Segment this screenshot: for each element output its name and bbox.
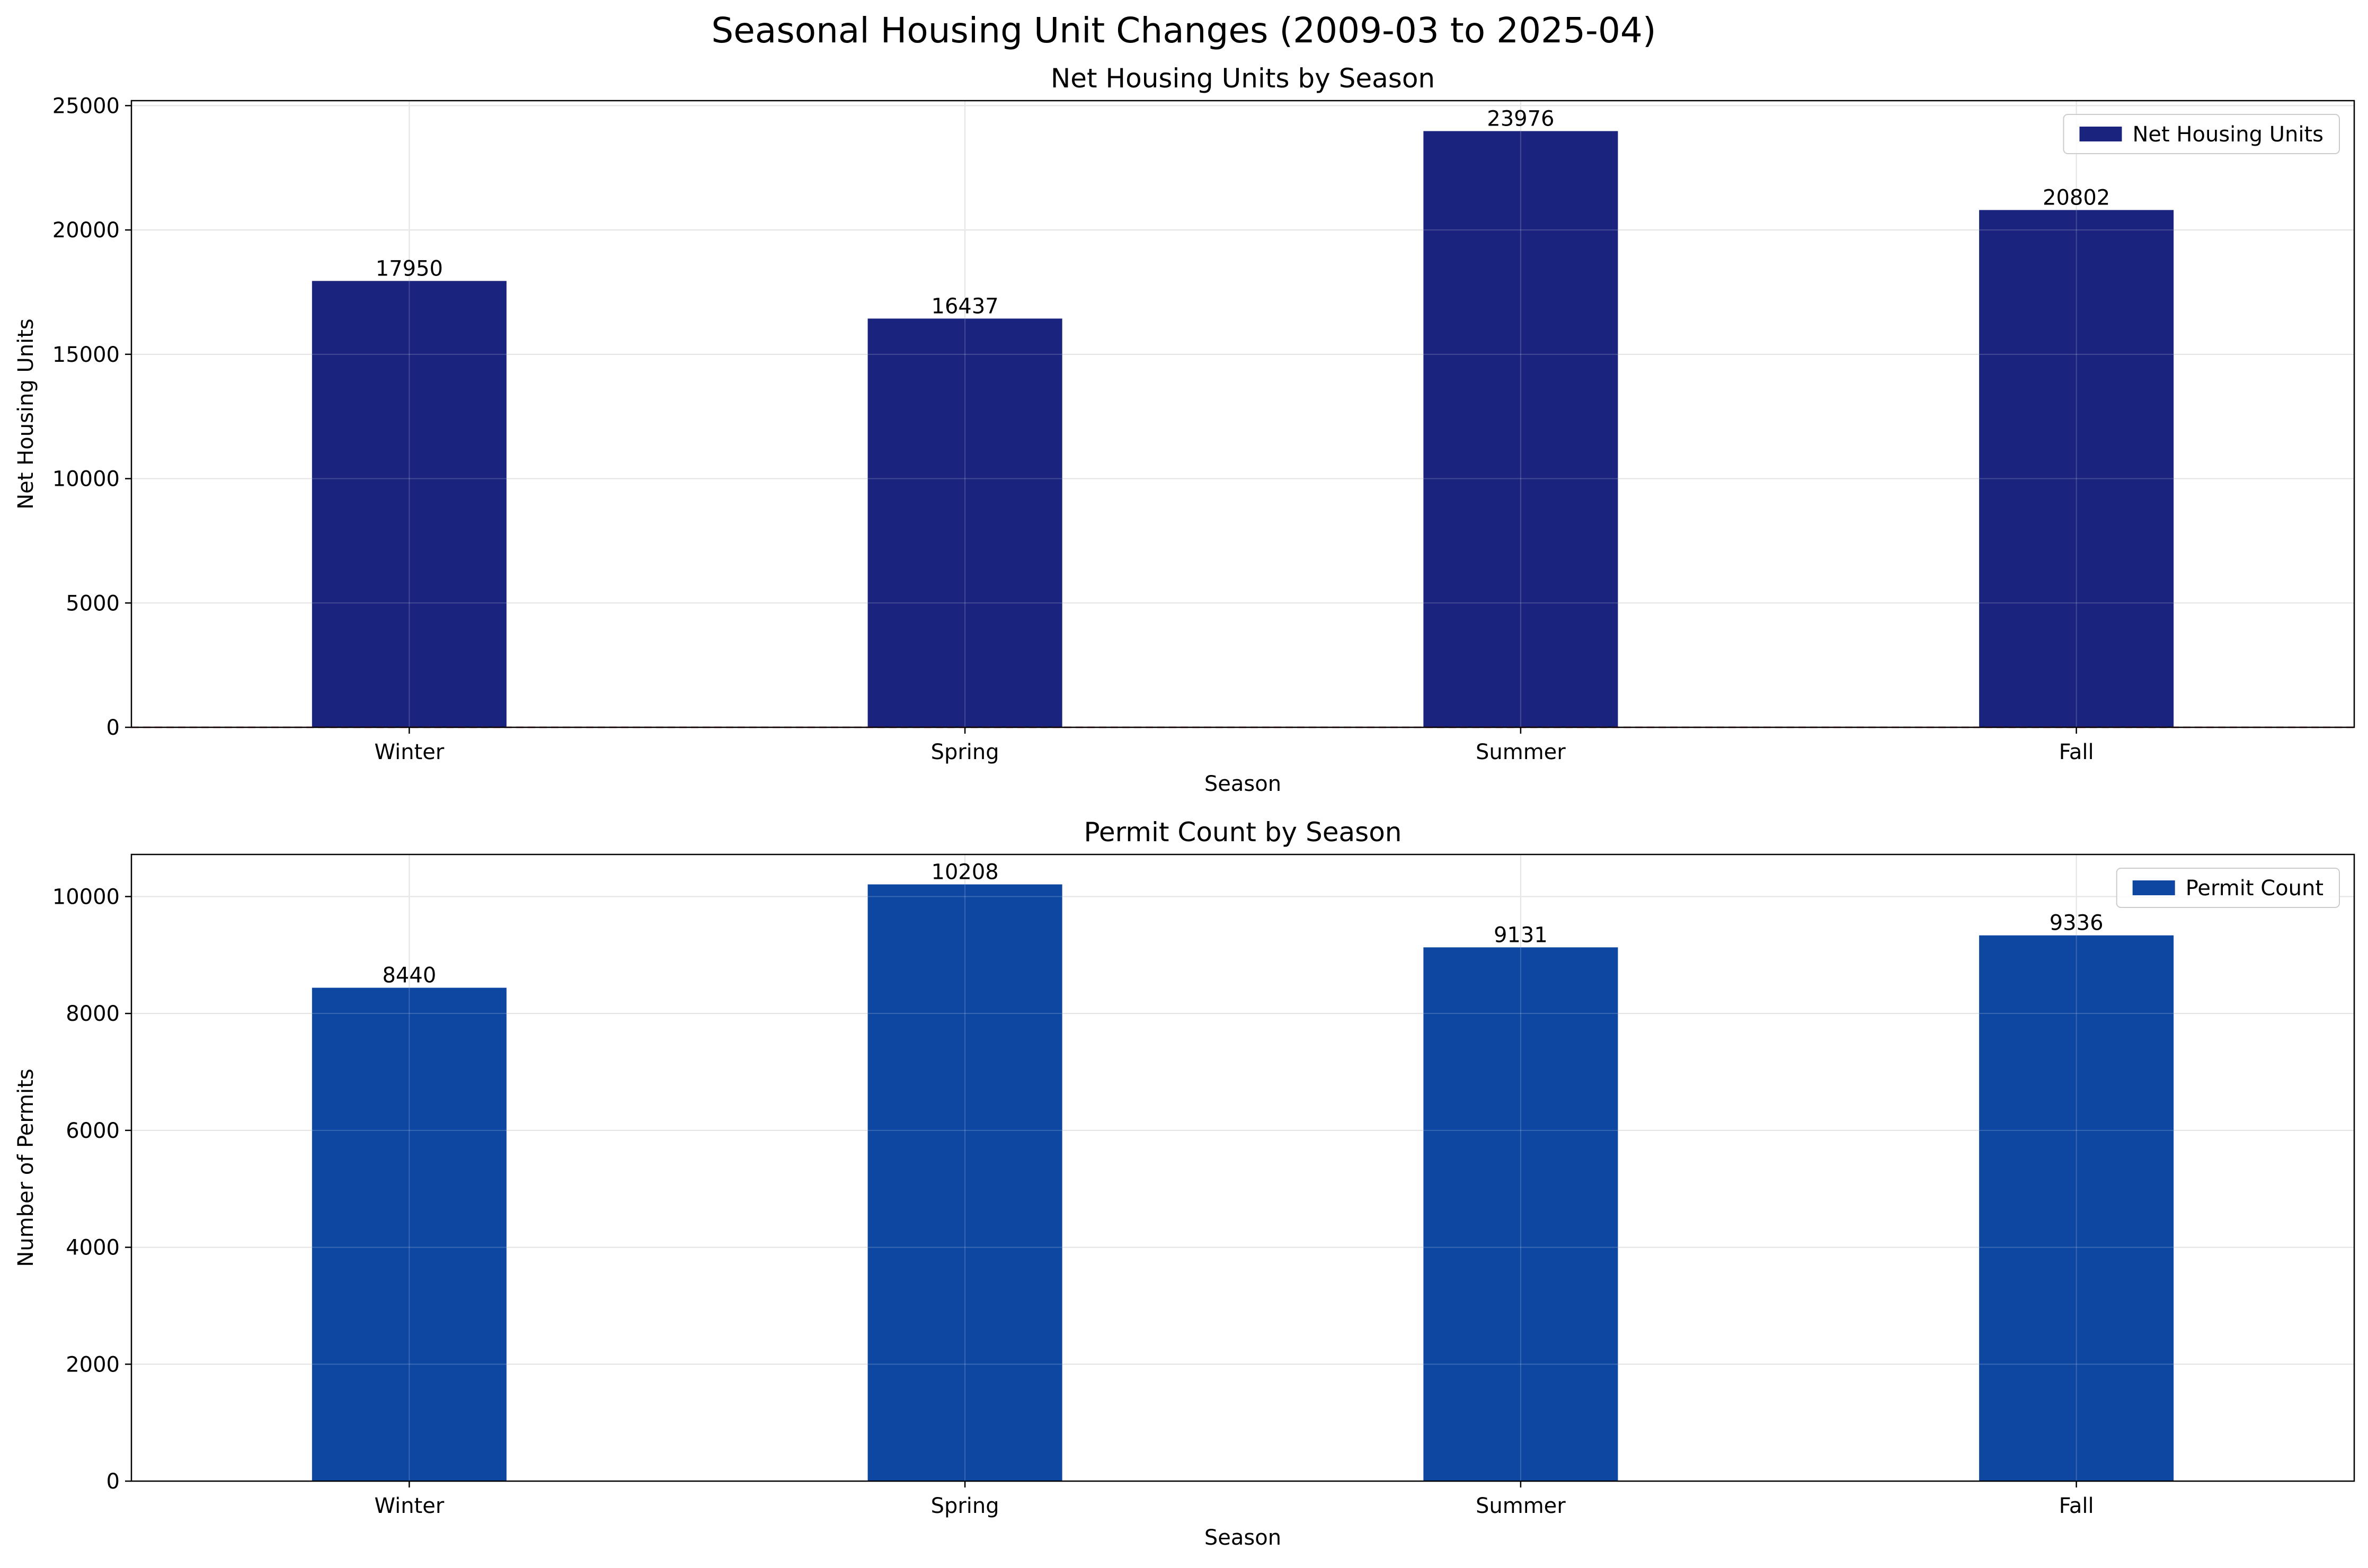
- bar-spring: [867, 318, 1062, 727]
- x-tick-label: Summer: [1476, 1494, 1566, 1518]
- bar-winter: [312, 987, 507, 1481]
- bar-value-label: 23976: [1487, 106, 1554, 131]
- bar-value-label: 10208: [932, 860, 999, 885]
- y-tick-label: 10000: [52, 885, 120, 909]
- bar-summer: [1423, 131, 1618, 728]
- chart-title: Net Housing Units by Season: [1051, 63, 1435, 94]
- y-tick-label: 2000: [66, 1352, 120, 1377]
- y-tick-label: 4000: [66, 1236, 120, 1260]
- permit-count-chart: 8440 10208 9131 9336 0 2000 4000 6000 8000 10000 W…: [14, 817, 2355, 1550]
- axes-frame: [130, 853, 2355, 1482]
- bar-fall: [1979, 210, 2174, 727]
- y-axis-label: Net Housing Units: [14, 318, 38, 510]
- figure-suptitle: Seasonal Housing Unit Changes (2009-03 t…: [711, 10, 1656, 51]
- x-tick-label: Fall: [2059, 740, 2094, 764]
- bar-value-label: 9131: [1494, 923, 1548, 947]
- chart-title: Permit Count by Season: [1084, 817, 1402, 848]
- x-tick-label: Spring: [931, 1494, 999, 1518]
- y-tick-label: 0: [107, 716, 120, 740]
- x-tick-label: Spring: [931, 740, 999, 764]
- x-axis-label: Season: [1204, 1526, 1281, 1550]
- y-tick-label: 6000: [66, 1119, 120, 1143]
- y-tick-label: 0: [107, 1469, 120, 1494]
- bar-value-label: 20802: [2043, 185, 2110, 210]
- bar-summer: [1423, 947, 1618, 1481]
- legend-box: [2116, 868, 2340, 908]
- legend-swatch: [2079, 127, 2122, 141]
- bar-value-label: 9336: [2050, 911, 2104, 936]
- legend: Permit Count: [2116, 868, 2340, 908]
- y-tick-label: 15000: [52, 343, 120, 367]
- x-axis-label: Season: [1204, 772, 1281, 796]
- y-axis-label: Number of Permits: [14, 1068, 38, 1267]
- net-housing-units-chart: 17950 16437 23976 20802 0 5000 10000 15000 20000…: [14, 63, 2355, 796]
- legend-box: [2063, 114, 2340, 154]
- bar-value-label: 16437: [932, 294, 999, 318]
- bar-value-label: 17950: [376, 256, 443, 281]
- bar-spring: [867, 884, 1062, 1481]
- legend-label: Net Housing Units: [2132, 122, 2323, 147]
- legend-label: Permit Count: [2186, 876, 2323, 901]
- y-tick-label: 5000: [66, 591, 120, 616]
- bar-value-label: 8440: [382, 964, 436, 988]
- x-tick-label: Summer: [1476, 740, 1566, 764]
- legend: Net Housing Units: [2063, 114, 2340, 154]
- x-tick-label: Winter: [374, 740, 444, 764]
- legend-swatch: [2132, 880, 2175, 895]
- y-tick-label: 8000: [66, 1002, 120, 1026]
- bar-winter: [312, 281, 507, 727]
- y-tick-label: 10000: [52, 467, 120, 492]
- x-tick-label: Fall: [2059, 1494, 2094, 1518]
- y-tick-label: 20000: [52, 218, 120, 243]
- bar-fall: [1979, 935, 2174, 1481]
- x-tick-label: Winter: [374, 1494, 444, 1518]
- axes-frame: [130, 100, 2355, 728]
- y-tick-label: 25000: [52, 94, 120, 118]
